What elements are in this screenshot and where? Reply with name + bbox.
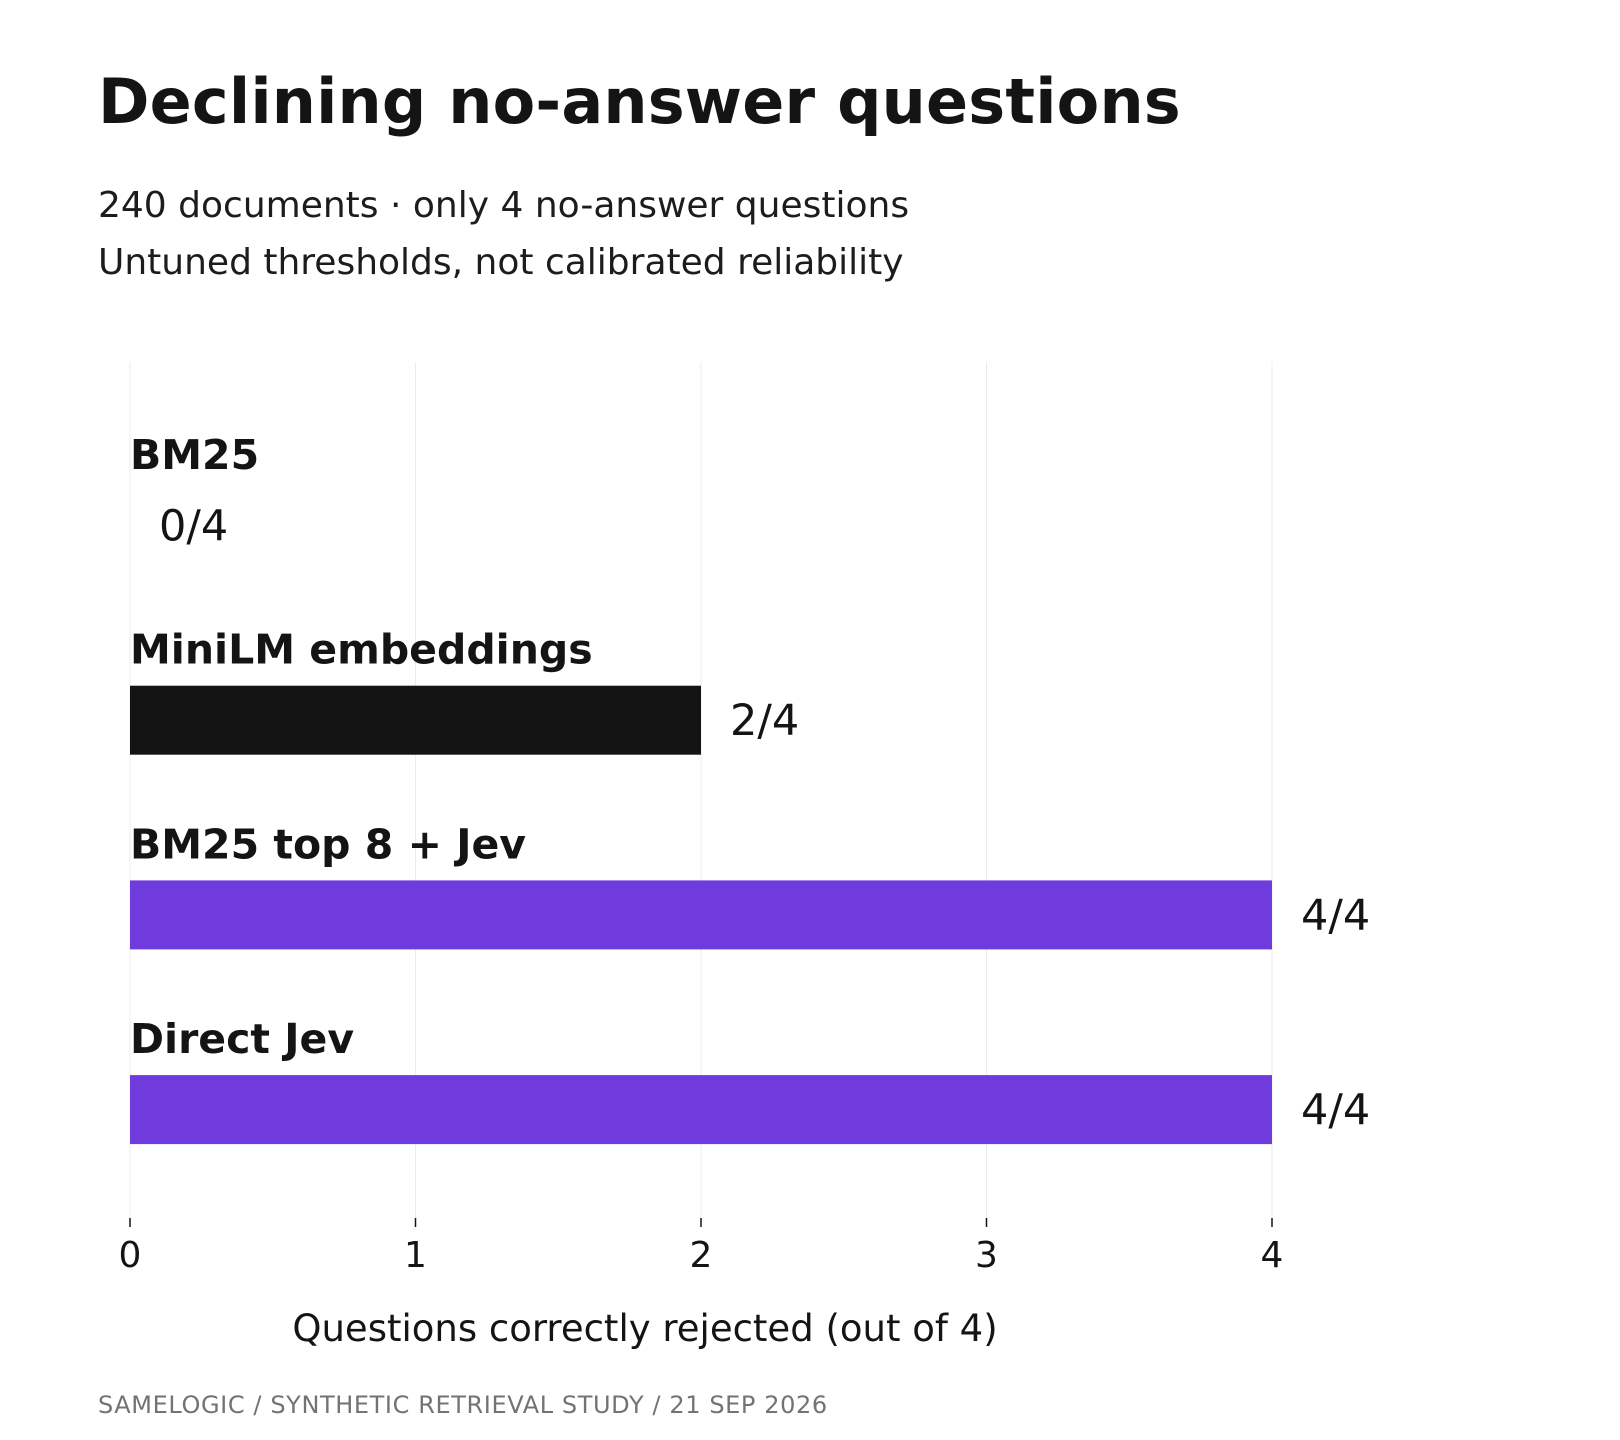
- chart-footer: SAMELOGIC / SYNTHETIC RETRIEVAL STUDY / …: [98, 1391, 828, 1419]
- bars: [130, 685, 1272, 1145]
- category-label: BM25: [130, 431, 259, 479]
- x-axis: 0 1 2 3 4 Questions correctly rejected (out o…: [119, 1218, 1284, 1350]
- bar-4: [130, 1075, 1272, 1145]
- category-label: BM25 top 8 + Jev: [130, 820, 526, 868]
- x-tick-label: 3: [975, 1235, 998, 1276]
- category-label: MiniLM embeddings: [130, 626, 593, 674]
- bar-3: [130, 880, 1272, 950]
- chart-subtitle-line-2: Untuned thresholds, not calibrated relia…: [98, 242, 904, 283]
- labels: BM25 0/4 MiniLM embeddings 2/4 BM25 top 8 + …: [130, 431, 1370, 1136]
- x-tick-label: 0: [119, 1235, 142, 1276]
- category-label: Direct Jev: [130, 1015, 354, 1063]
- value-label: 0/4: [159, 502, 228, 552]
- bar-2: [130, 685, 701, 755]
- chart-subtitle-line-1: 240 documents · only 4 no-answer questio…: [98, 185, 910, 226]
- value-label: 4/4: [1301, 1086, 1370, 1136]
- x-tick-label: 1: [404, 1235, 427, 1276]
- x-tick-label: 4: [1261, 1235, 1284, 1276]
- value-label: 2/4: [730, 696, 799, 746]
- x-axis-label: Questions correctly rejected (out of 4): [292, 1307, 997, 1350]
- value-label: 4/4: [1301, 891, 1370, 941]
- chart-title: Declining no-answer questions: [98, 65, 1181, 138]
- x-tick-label: 2: [690, 1235, 713, 1276]
